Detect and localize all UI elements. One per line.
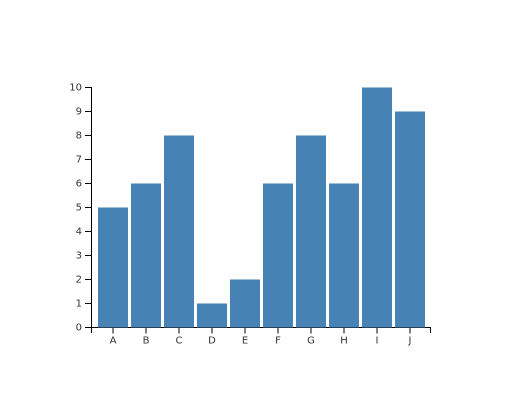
- y-tick-label: 9: [76, 107, 82, 118]
- bar: [263, 183, 293, 328]
- y-tick-label: 10: [69, 83, 82, 94]
- y-tick-label: 0: [76, 323, 82, 334]
- x-tick-label: F: [275, 336, 281, 347]
- x-tick-label: A: [110, 336, 117, 347]
- x-tick-label: H: [340, 336, 348, 347]
- x-tick-label: B: [143, 336, 150, 347]
- y-tick-label: 1: [76, 299, 82, 310]
- bar: [362, 87, 392, 328]
- y-tick-label: 5: [76, 203, 82, 214]
- y-tick-label: 6: [76, 179, 82, 190]
- x-tick-label: C: [176, 336, 183, 347]
- x-axis: [91, 327, 431, 333]
- x-tick-label: D: [208, 336, 216, 347]
- bar: [296, 135, 326, 328]
- bar: [131, 183, 161, 328]
- x-tick-label: J: [408, 336, 412, 347]
- bar: [329, 183, 359, 328]
- x-tick-label: I: [376, 336, 379, 347]
- bar: [197, 303, 227, 328]
- y-tick-label: 8: [76, 131, 82, 142]
- bar: [98, 207, 128, 328]
- bar: [164, 135, 194, 328]
- bar: [230, 279, 260, 328]
- y-tick-label: 7: [76, 155, 82, 166]
- bar: [395, 111, 425, 328]
- y-tick-label: 3: [76, 251, 82, 262]
- x-tick-label: G: [307, 336, 315, 347]
- x-tick-label: E: [242, 336, 248, 347]
- y-tick-label: 4: [76, 227, 82, 238]
- y-tick-label: 2: [76, 275, 82, 286]
